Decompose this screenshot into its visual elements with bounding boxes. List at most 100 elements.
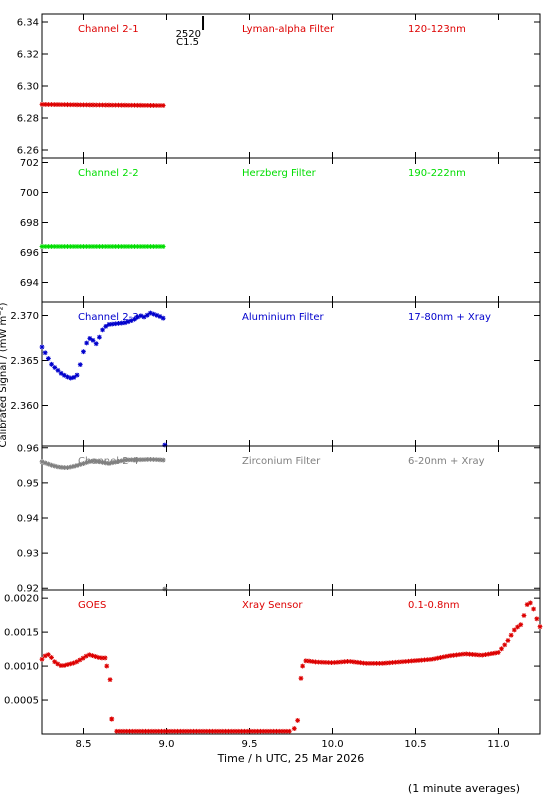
data-point <box>109 716 115 722</box>
data-series <box>291 675 304 731</box>
data-point <box>251 728 257 734</box>
data-point <box>267 728 273 734</box>
data-point <box>68 464 74 470</box>
data-point <box>81 102 86 108</box>
data-series <box>39 652 108 668</box>
data-point <box>141 102 147 108</box>
data-point <box>68 375 74 381</box>
data-point <box>505 638 511 643</box>
data-point <box>77 244 83 249</box>
data-series <box>39 310 166 381</box>
data-point <box>524 602 530 607</box>
data-point <box>135 314 141 320</box>
data-point <box>441 654 447 660</box>
filter-label: Aluminium Filter <box>242 312 325 323</box>
data-point <box>100 459 105 465</box>
data-point <box>194 728 200 734</box>
data-point <box>537 624 543 630</box>
data-point <box>122 320 128 326</box>
data-point <box>418 657 424 663</box>
data-point <box>518 622 524 628</box>
data-point <box>434 655 440 661</box>
data-point <box>68 244 74 249</box>
data-point <box>103 323 109 329</box>
data-point <box>148 244 153 249</box>
y-tick-label: 700 <box>20 188 39 199</box>
data-point <box>49 102 54 107</box>
y-tick-label: 0.93 <box>17 549 39 560</box>
data-point <box>467 651 472 657</box>
data-point <box>65 374 70 380</box>
y-tick-label: 6.28 <box>17 114 39 125</box>
data-point <box>146 728 152 734</box>
data-point <box>159 728 164 734</box>
data-point <box>122 102 128 108</box>
data-point <box>399 659 405 665</box>
averages-footnote: (1 minute averages) <box>408 782 520 795</box>
data-point <box>232 728 238 734</box>
data-point <box>181 728 187 734</box>
data-point <box>370 660 376 666</box>
data-point <box>168 728 174 734</box>
data-point <box>106 322 112 327</box>
data-point <box>112 244 118 249</box>
data-point <box>116 459 121 464</box>
data-point <box>431 656 437 662</box>
y-tick-label: 0.0020 <box>4 594 39 605</box>
data-point <box>450 652 456 658</box>
data-point <box>55 244 61 249</box>
data-point <box>406 658 411 664</box>
data-point <box>396 659 402 665</box>
panel-1: 6.26 6.28 6.30 6.32 6.34 Channel 2-1 Lyman-alp… <box>17 13 541 159</box>
x-tick-label: 8.5 <box>76 739 92 750</box>
data-point <box>151 244 157 249</box>
data-point <box>74 659 80 665</box>
data-point <box>473 652 479 658</box>
data-point <box>345 659 350 664</box>
data-point <box>242 728 247 734</box>
data-point <box>210 728 216 734</box>
data-point <box>68 102 74 108</box>
data-point <box>338 659 344 665</box>
data-point <box>103 244 109 249</box>
filter-label: Lyman-alpha Filter <box>242 24 335 35</box>
data-point <box>470 652 476 657</box>
data-point <box>226 728 231 734</box>
data-point <box>133 728 139 734</box>
data-point <box>138 457 144 463</box>
data-point <box>74 463 80 468</box>
data-point <box>39 102 45 107</box>
data-point <box>492 650 498 656</box>
data-point <box>154 103 160 108</box>
data-point <box>67 661 73 667</box>
data-point <box>125 457 131 463</box>
data-point <box>87 336 93 341</box>
band-label: 0.1-0.8nm <box>408 600 460 611</box>
data-point <box>61 244 67 249</box>
data-point <box>144 244 150 249</box>
data-point <box>128 244 134 249</box>
data-series <box>39 102 166 108</box>
data-point <box>157 103 163 108</box>
data-point <box>116 102 121 108</box>
channel-label: GOES <box>78 600 106 611</box>
data-point <box>119 320 125 326</box>
data-point <box>90 458 96 464</box>
data-point <box>332 660 338 665</box>
data-point <box>87 244 93 249</box>
data-point <box>81 461 86 466</box>
data-point <box>84 460 90 465</box>
data-point <box>99 655 105 661</box>
data-point <box>154 457 160 463</box>
data-point <box>58 244 64 249</box>
panel-3: 2.360 2.365 2.370 Channel 2-3 Aluminium Filt… <box>10 301 541 448</box>
data-point <box>39 244 45 249</box>
channel-label: Channel 2-1 <box>78 24 139 35</box>
data-point <box>138 313 144 319</box>
data-point <box>274 728 279 734</box>
data-point <box>383 660 389 666</box>
data-point <box>97 244 102 249</box>
data-point <box>106 102 112 108</box>
data-point <box>229 728 235 734</box>
